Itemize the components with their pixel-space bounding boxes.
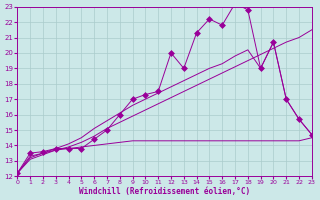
X-axis label: Windchill (Refroidissement éolien,°C): Windchill (Refroidissement éolien,°C) [79,187,250,196]
